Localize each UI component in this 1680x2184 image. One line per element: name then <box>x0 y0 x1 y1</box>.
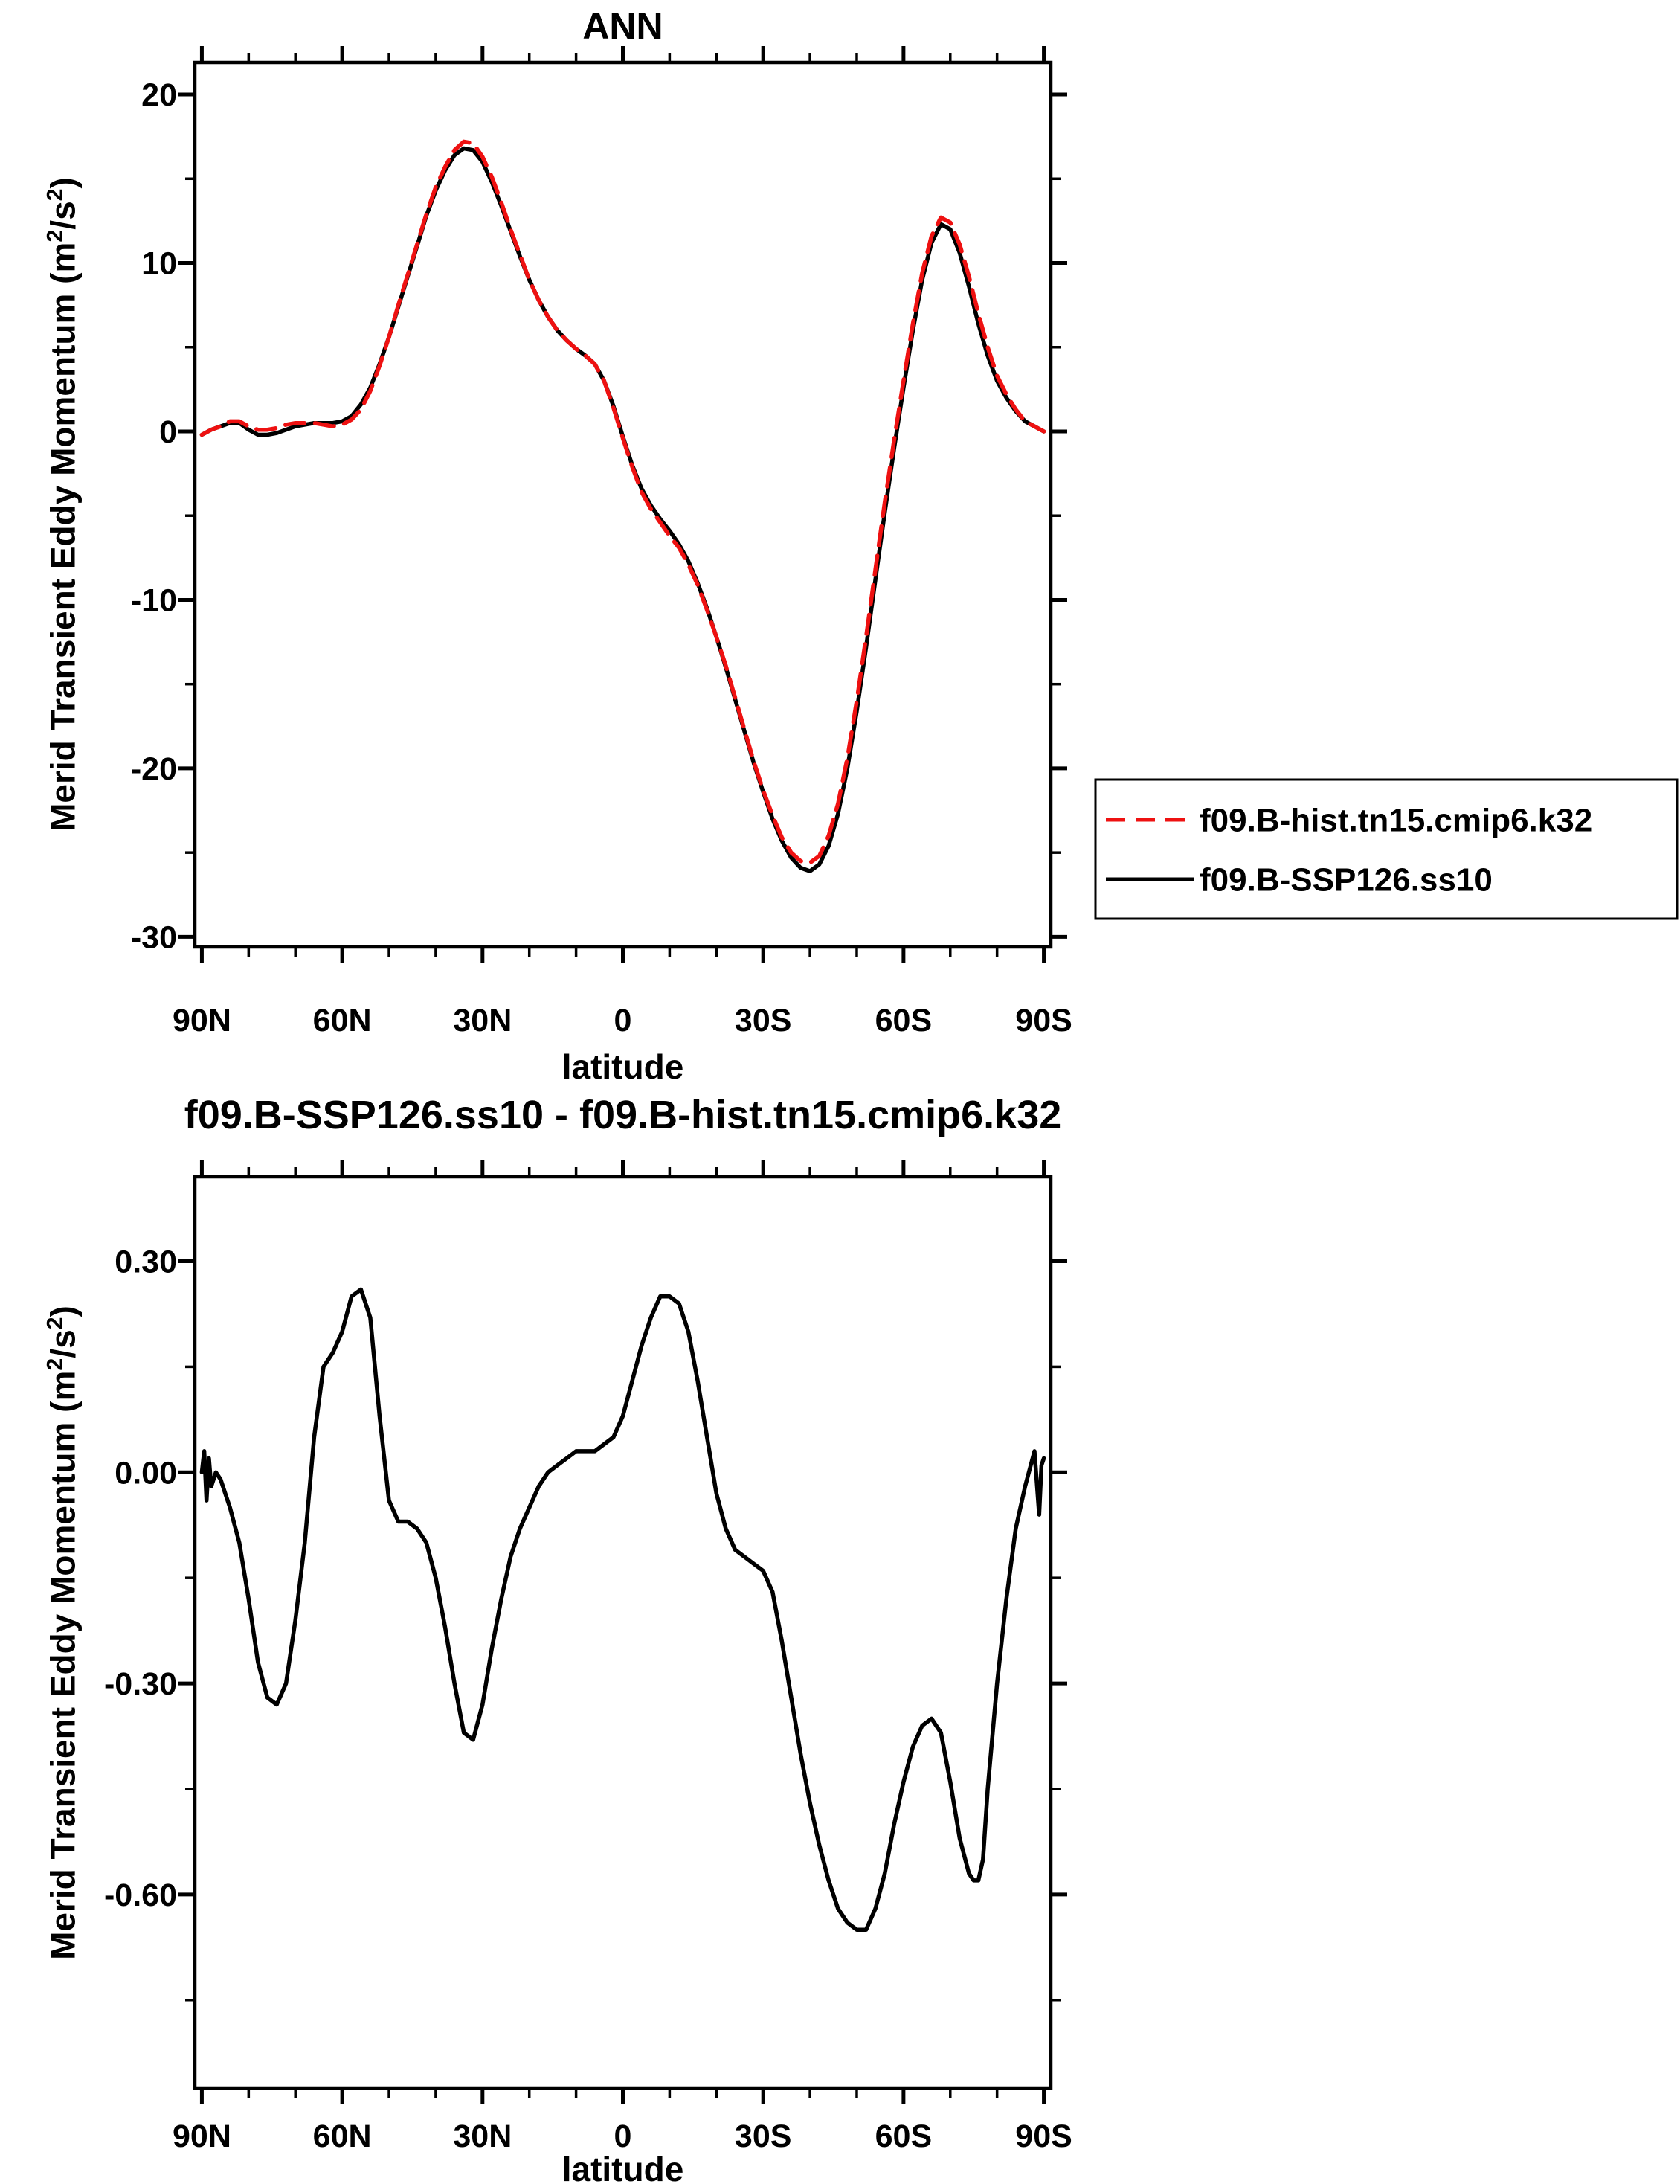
y-tick-label: 10 <box>141 246 177 282</box>
y-tick-label: -30 <box>131 919 177 955</box>
y-tick-label: -0.60 <box>104 1878 177 1913</box>
x-tick-label: 60N <box>313 2119 372 2154</box>
x-tick-label: 30S <box>735 1003 792 1038</box>
top-y-axis-label: Merid Transient Eddy Momentum (m2/s2) <box>33 0 83 1025</box>
series-line <box>199 146 1046 873</box>
bottom-chart-title: f09.B-SSP126.ss10 - f09.B-hist.tn15.cmip… <box>184 1093 1062 1137</box>
series-line <box>199 139 1046 865</box>
axis-label-text: ) <box>43 177 83 189</box>
bottom-x-axis-label: latitude <box>561 2150 684 2184</box>
plot-frame <box>193 60 1053 949</box>
axis-label-text: ) <box>43 1305 83 1317</box>
x-tick-label: 60N <box>313 1003 372 1038</box>
chart-top: 90N 60N 30N 0 30S 60S 90S 20 10 0 -10 -20 -30 <box>131 46 1072 1038</box>
axis-label-text: Merid Transient Eddy Momentum (m <box>43 242 83 832</box>
chart-bottom: 90N 60N 30N 0 30S 60S 90S 0.30 0.00 -0.30 -0.60 <box>104 1160 1072 2154</box>
y-tick-label: 20 <box>141 77 177 113</box>
x-tick-label: 0 <box>614 2119 632 2154</box>
x-tick-label: 0 <box>614 1003 632 1038</box>
x-tick-label: 30S <box>735 2119 792 2154</box>
plot-frame <box>193 1175 1053 2090</box>
bottom-y-axis-label: Merid Transient Eddy Momentum (m2/s2) <box>33 1112 83 2154</box>
exponent-text: 2 <box>43 1358 68 1371</box>
legend-label: f09.B-hist.tn15.cmip6.k32 <box>1200 802 1592 838</box>
legend: f09.B-hist.tn15.cmip6.k32 f09.B-SSP126.ss… <box>1094 778 1679 920</box>
y-tick-label: -0.30 <box>104 1666 177 1702</box>
y-tick-label: 0 <box>159 414 177 450</box>
y-tick-label: 0.00 <box>115 1455 177 1491</box>
exponent-text: 2 <box>43 229 68 243</box>
top-x-axis-label: latitude <box>561 1047 684 1086</box>
x-tick-label: 60S <box>875 1003 933 1038</box>
exponent-text: 2 <box>43 1317 68 1330</box>
exponent-text: 2 <box>43 188 68 202</box>
y-tick-label: -20 <box>131 751 177 787</box>
x-tick-label: 90S <box>1015 1003 1072 1038</box>
top-chart-title: ANN <box>582 5 663 47</box>
axis-label-text: Merid Transient Eddy Momentum (m <box>43 1370 83 1960</box>
x-tick-label: 90S <box>1015 2119 1072 2154</box>
x-tick-label: 60S <box>875 2119 933 2154</box>
x-tick-label: 30N <box>453 2119 512 2154</box>
axis-label-text: /s <box>43 1329 83 1358</box>
legend-box <box>1094 778 1679 920</box>
y-tick-label: -10 <box>131 583 177 619</box>
x-tick-label: 90N <box>173 1003 231 1038</box>
legend-label: f09.B-SSP126.ss10 <box>1200 861 1493 898</box>
x-tick-label: 30N <box>453 1003 512 1038</box>
x-tick-label: 90N <box>173 2119 231 2154</box>
series-line <box>199 1287 1046 1932</box>
y-tick-label: 0.30 <box>115 1244 177 1280</box>
axis-label-text: /s <box>43 201 83 230</box>
